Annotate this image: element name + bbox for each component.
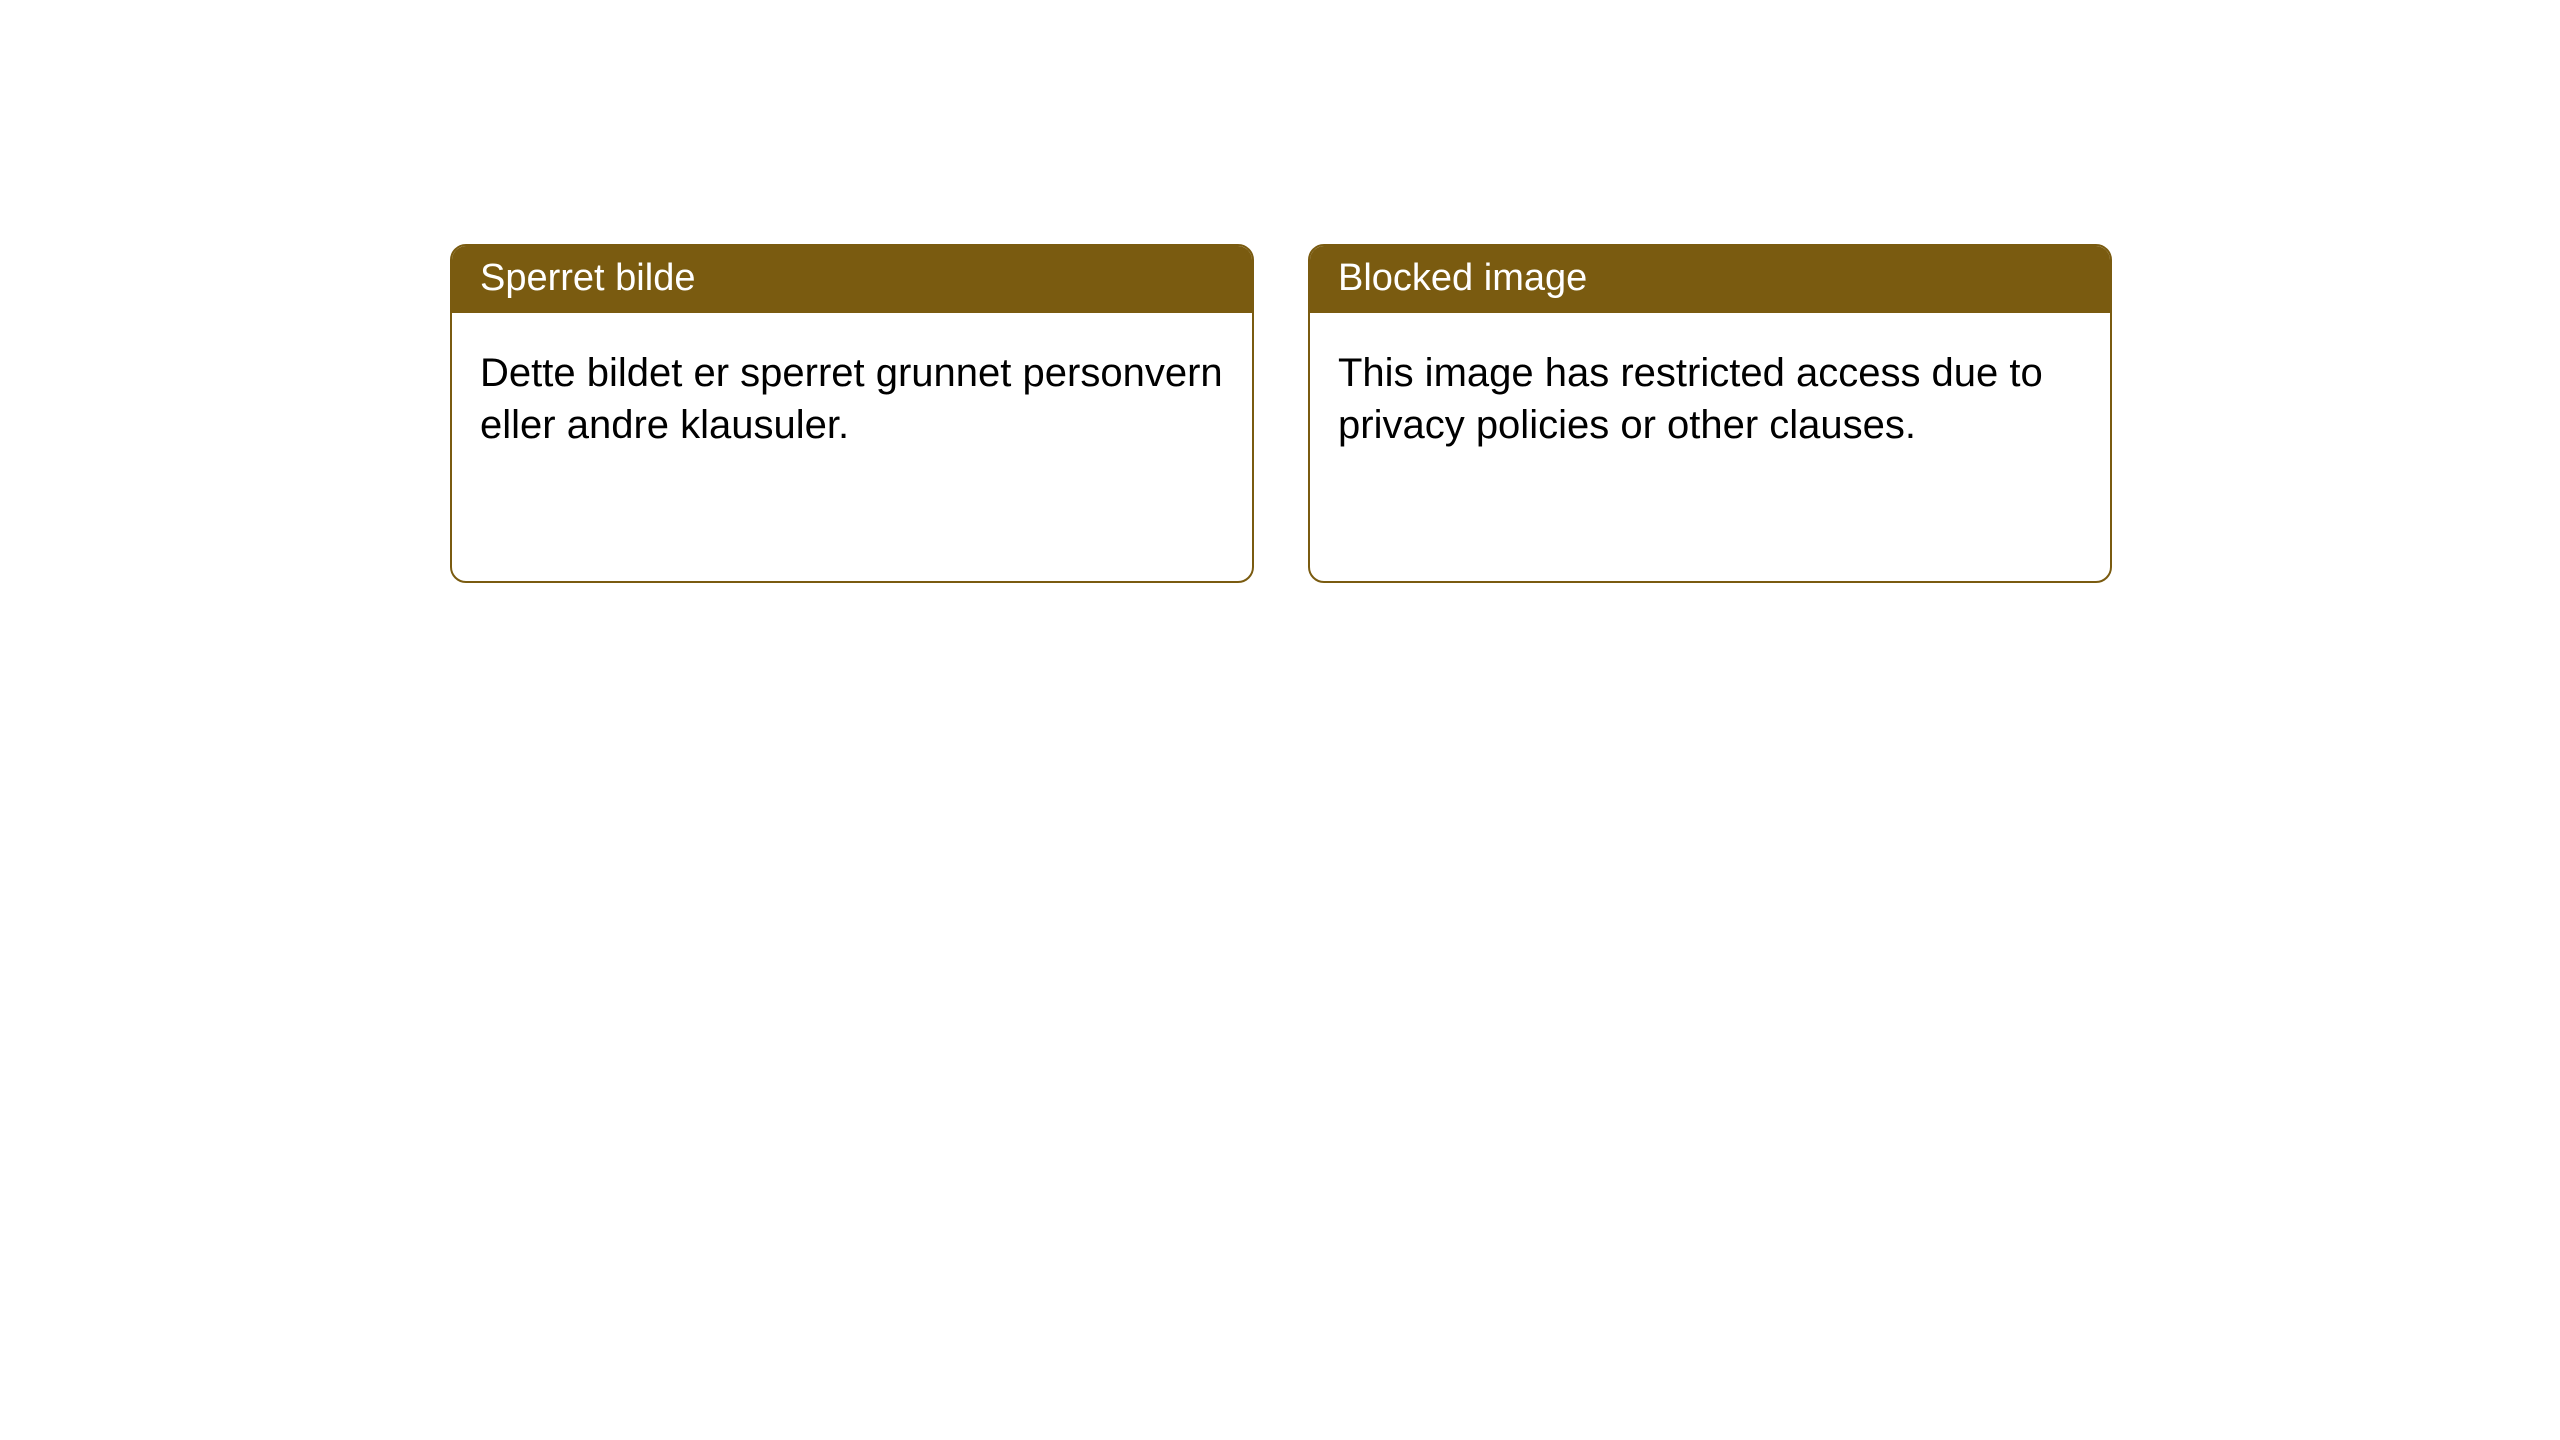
notice-header: Blocked image [1310, 246, 2110, 313]
notice-card-english: Blocked image This image has restricted … [1308, 244, 2112, 583]
notice-card-norwegian: Sperret bilde Dette bildet er sperret gr… [450, 244, 1254, 583]
notice-header: Sperret bilde [452, 246, 1252, 313]
notice-body: This image has restricted access due to … [1310, 313, 2110, 581]
notice-body: Dette bildet er sperret grunnet personve… [452, 313, 1252, 581]
notice-container: Sperret bilde Dette bildet er sperret gr… [0, 0, 2560, 583]
